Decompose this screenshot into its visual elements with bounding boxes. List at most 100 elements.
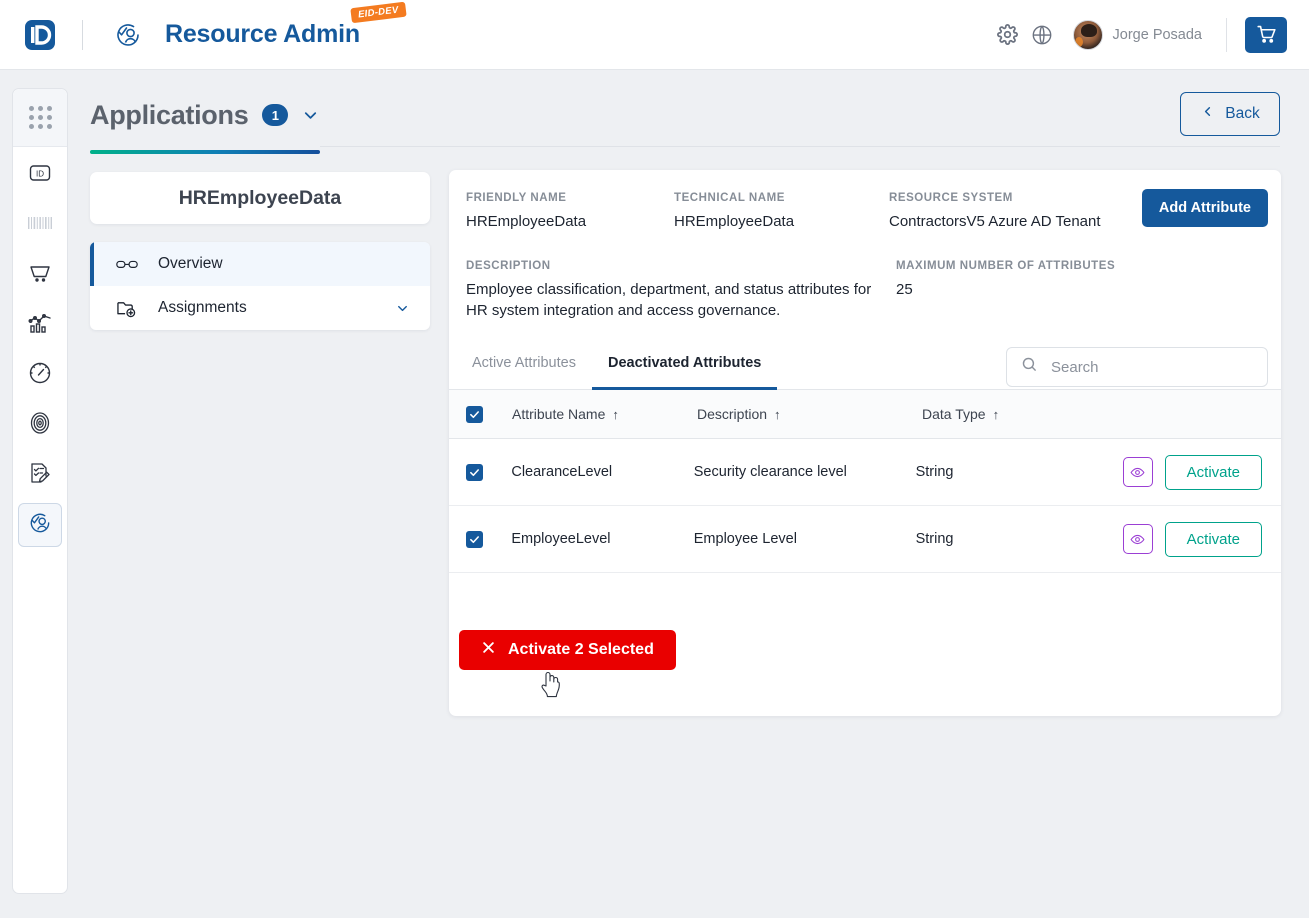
column-header-description[interactable]: Description ↑	[697, 406, 922, 422]
sidebar-item-assignments[interactable]: Assignments	[90, 286, 430, 330]
fingerprint-icon	[28, 411, 52, 440]
environment-badge: EID-DEV	[350, 1, 407, 24]
activate-selected-label: Activate 2 Selected	[508, 641, 654, 658]
analytics-chart-icon	[28, 311, 52, 340]
folder-add-icon	[116, 299, 142, 318]
technical-name-value: HREmployeeData	[674, 213, 795, 230]
max-attributes-label: MAXIMUM NUMBER OF ATTRIBUTES	[896, 260, 1116, 272]
eye-icon[interactable]	[1122, 524, 1153, 554]
sort-asc-arrow-icon: ↑	[612, 406, 619, 422]
friendly-name-value: HREmployeeData	[466, 213, 587, 230]
search-icon	[1021, 356, 1038, 378]
close-x-icon	[481, 640, 496, 660]
id-logo-icon[interactable]	[24, 19, 56, 51]
max-attributes-value: 25	[896, 281, 913, 298]
user-name: Jorge Posada	[1112, 26, 1202, 43]
row-checkbox-cell	[466, 463, 511, 481]
chevron-down-icon[interactable]	[395, 301, 410, 316]
rail-item-gauge[interactable]	[18, 353, 62, 397]
rail-item-document-edit[interactable]	[18, 453, 62, 497]
chevron-left-icon	[1200, 104, 1215, 124]
apps-grid-dots	[28, 106, 52, 129]
search-box[interactable]	[1006, 347, 1268, 387]
field-description: DESCRIPTION Employee classification, dep…	[466, 260, 886, 321]
entity-name-card: HREmployeeData	[90, 172, 430, 224]
back-button-label: Back	[1225, 105, 1260, 122]
id-badge-icon: ID	[28, 161, 52, 190]
resource-system-value: ContractorsV5 Azure AD Tenant	[889, 213, 1101, 230]
friendly-name-label: FRIENDLY NAME	[466, 192, 567, 204]
row-checkbox-cell	[466, 530, 511, 548]
barcode-icon	[27, 216, 53, 235]
app-title-text: Resource Admin	[165, 20, 360, 48]
resource-system-label: RESOURCE SYSTEM	[889, 192, 1013, 204]
activate-button[interactable]: Activate	[1164, 454, 1263, 490]
description-label: DESCRIPTION	[466, 260, 551, 272]
row-actions: Activate	[1122, 454, 1281, 490]
cell-attribute-name: ClearanceLevel	[511, 464, 613, 480]
page-title-row: Applications 1	[90, 92, 1280, 138]
header-rule	[320, 146, 1280, 147]
column-header-data-type[interactable]: Data Type ↑	[922, 406, 1132, 422]
row-actions: Activate	[1122, 521, 1281, 557]
rail-item-analytics[interactable]	[18, 303, 62, 347]
rail-item-fingerprint[interactable]	[18, 403, 62, 447]
gear-icon[interactable]	[991, 18, 1025, 52]
select-all-checkbox-cell	[466, 405, 512, 423]
svg-text:ID: ID	[36, 169, 44, 178]
column-header-attribute-name-label: Attribute Name	[512, 406, 606, 422]
resource-admin-icon	[113, 20, 143, 50]
activate-button[interactable]: Activate	[1164, 521, 1263, 557]
sidebar-item-overview-label: Overview	[158, 255, 223, 272]
top-bar: Resource Admin EID-DEV Jorge Posada	[0, 0, 1309, 70]
rail-item-id-badge[interactable]: ID	[18, 153, 62, 197]
details-info-grid: FRIENDLY NAME HREmployeeData TECHNICAL N…	[449, 170, 1281, 319]
activate-selected-button[interactable]: Activate 2 Selected	[459, 630, 676, 670]
gauge-icon	[28, 361, 52, 390]
select-all-checkbox[interactable]	[466, 405, 483, 423]
entity-nav: Overview Assignments	[90, 242, 430, 330]
applications-count-badge: 1	[262, 104, 289, 126]
chevron-down-icon[interactable]	[301, 106, 320, 125]
eye-icon[interactable]	[1122, 457, 1153, 487]
rail-item-cart[interactable]	[18, 253, 62, 297]
globe-icon[interactable]	[1025, 18, 1059, 52]
icon-rail: ID	[12, 88, 68, 894]
technical-name-label: TECHNICAL NAME	[674, 192, 785, 204]
sort-asc-arrow-icon: ↑	[992, 406, 1000, 422]
top-bar-right: Jorge Posada	[991, 16, 1309, 53]
sidebar-item-overview[interactable]: Overview	[90, 242, 430, 286]
rail-item-barcode[interactable]	[18, 203, 62, 247]
cell-description: Security clearance level	[693, 464, 847, 480]
table-header-row: Attribute Name ↑ Description ↑ Data Type…	[449, 390, 1281, 439]
column-header-attribute-name[interactable]: Attribute Name ↑	[512, 406, 697, 422]
details-panel: FRIENDLY NAME HREmployeeData TECHNICAL N…	[449, 170, 1281, 716]
back-button[interactable]: Back	[1180, 92, 1280, 136]
tab-deactivated-attributes[interactable]: Deactivated Attributes	[591, 337, 778, 390]
rail-item-resource-admin[interactable]	[18, 503, 62, 547]
sidebar-item-assignments-label: Assignments	[158, 299, 247, 316]
avatar[interactable]	[1072, 19, 1103, 50]
field-resource-system: RESOURCE SYSTEM ContractorsV5 Azure AD T…	[889, 192, 1139, 233]
add-attribute-button[interactable]: Add Attribute	[1141, 189, 1268, 227]
row-checkbox[interactable]	[466, 463, 483, 481]
page-header: Applications 1	[90, 92, 1280, 154]
cart-button[interactable]	[1245, 16, 1287, 53]
column-header-description-label: Description	[697, 406, 768, 422]
apps-grid-icon[interactable]	[13, 89, 67, 147]
cell-description: Employee Level	[693, 531, 797, 547]
document-edit-icon	[28, 461, 52, 490]
resource-admin-icon	[27, 510, 53, 541]
column-header-data-type-label: Data Type	[922, 406, 986, 422]
table-row[interactable]: EmployeeLevel Employee Level String Acti…	[449, 506, 1281, 573]
row-checkbox[interactable]	[466, 530, 483, 548]
app-title: Resource Admin EID-DEV	[165, 1, 407, 49]
table-row[interactable]: ClearanceLevel Security clearance level …	[449, 439, 1281, 506]
cell-data-type: String	[915, 464, 954, 480]
description-value: Employee classification, department, and…	[466, 281, 872, 319]
attributes-table: Attribute Name ↑ Description ↑ Data Type…	[449, 390, 1281, 573]
page-title: Applications	[90, 99, 249, 130]
search-input[interactable]	[1051, 358, 1253, 376]
field-friendly-name: FRIENDLY NAME HREmployeeData	[466, 192, 666, 233]
tab-active-attributes[interactable]: Active Attributes	[472, 355, 576, 371]
